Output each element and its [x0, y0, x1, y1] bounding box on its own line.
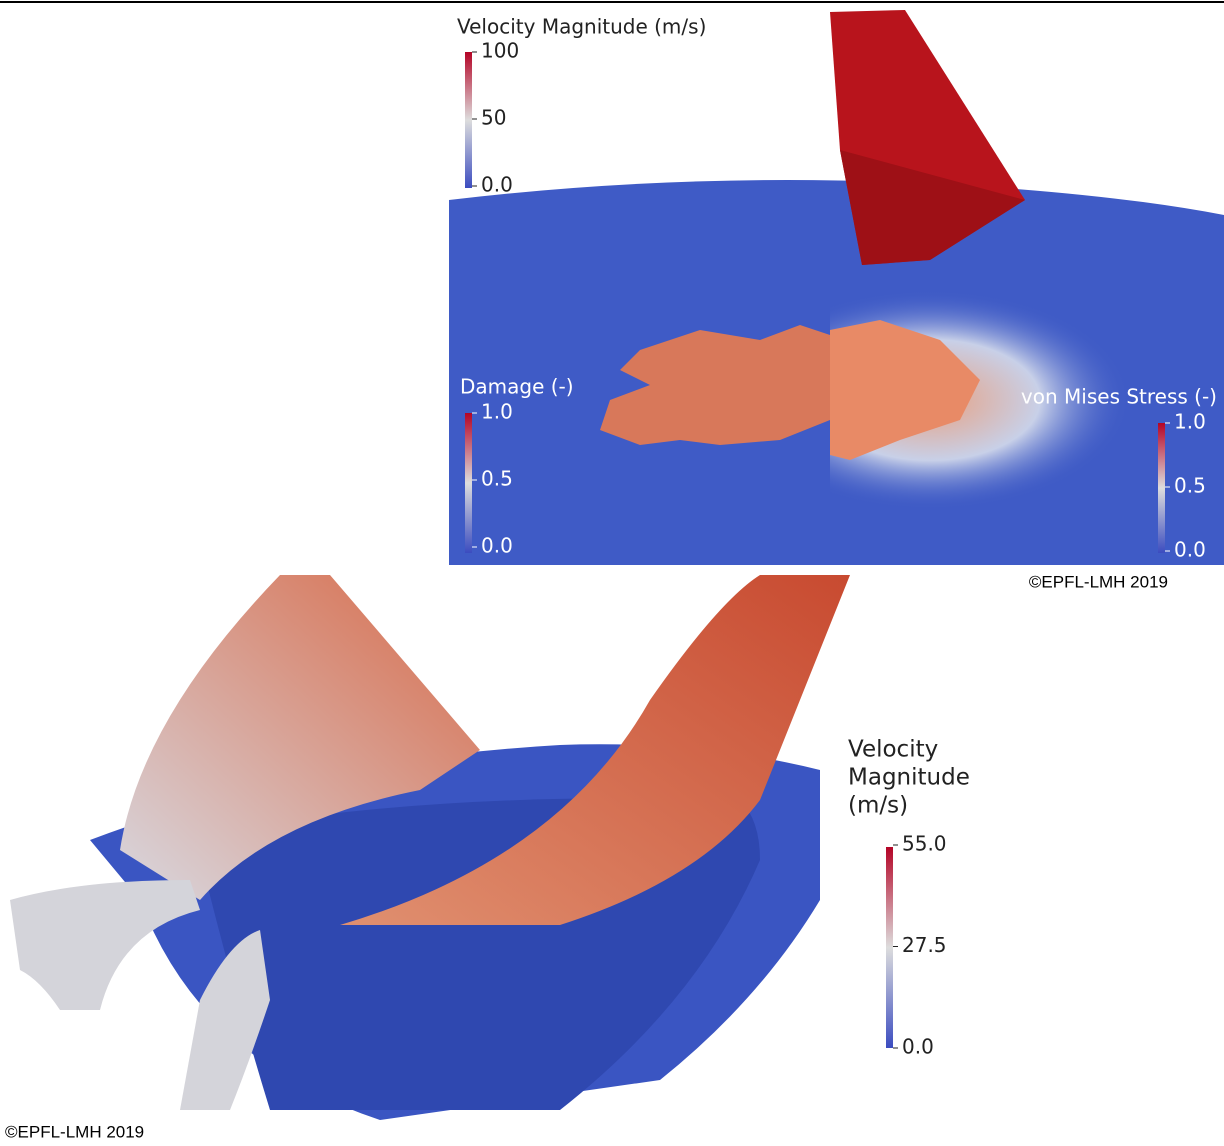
colorbar-tick-label: 1.0 — [1174, 410, 1206, 434]
bottom-render — [10, 575, 850, 1120]
colorbar-tick-label: 55.0 — [902, 832, 947, 856]
colorbar-title-line: (m/s) — [848, 793, 908, 819]
copyright: ©EPFL-LMH 2019 — [5, 1122, 144, 1141]
colorbar-tick-label: 27.5 — [902, 933, 947, 957]
colorbar-tick-label: 100 — [481, 39, 519, 63]
velocity-colorbar — [465, 52, 472, 188]
velocity-colorbar — [886, 847, 893, 1048]
damage-colorbar — [465, 413, 472, 553]
colorbar-tick-label: 0.0 — [481, 534, 513, 558]
colorbar-title: von Mises Stress (-) — [1021, 385, 1217, 409]
colorbar-tick-label: 0.5 — [481, 467, 513, 491]
page: Velocity Magnitude (m/s) Damage (-) von … — [0, 0, 1224, 1146]
copyright: ©EPFL-LMH 2019 — [1029, 572, 1168, 591]
colorbar-title: Velocity Magnitude (m/s) — [457, 15, 706, 39]
colorbar-title-line: Magnitude — [848, 765, 970, 791]
colorbar-title: Damage (-) — [460, 375, 574, 399]
colorbar-tick-label: 50 — [481, 106, 506, 130]
colorbar-tick-label: 0.0 — [481, 173, 513, 197]
top-render — [449, 10, 1224, 565]
colorbar-title-line: Velocity — [848, 737, 938, 763]
colorbar-tick-label: 0.5 — [1174, 474, 1206, 498]
colorbar-tick-label: 1.0 — [481, 400, 513, 424]
colorbar-tick-label: 0.0 — [1174, 538, 1206, 562]
stress-colorbar — [1158, 423, 1165, 553]
colorbar-tick-label: 0.0 — [902, 1035, 934, 1059]
